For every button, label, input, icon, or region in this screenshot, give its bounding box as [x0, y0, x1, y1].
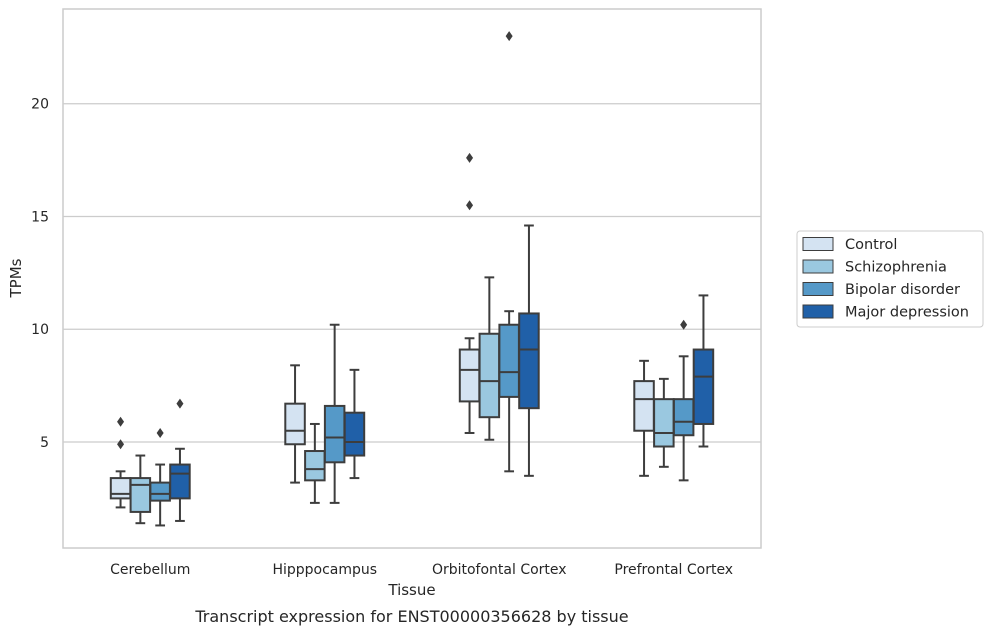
- box: [458, 348, 481, 403]
- chart-caption: Transcript expression for ENST0000035662…: [194, 607, 628, 626]
- box-group: [653, 377, 675, 468]
- box: [304, 450, 326, 482]
- box: [498, 323, 520, 398]
- x-tick-label: Hipppocampus: [272, 562, 377, 578]
- box: [633, 380, 655, 432]
- box-group: [692, 294, 715, 448]
- outlier-point: [117, 439, 125, 450]
- box: [109, 477, 132, 500]
- box-group: [304, 422, 326, 504]
- legend: Control Schizophrenia Bipolar disorder Majo…: [796, 230, 984, 328]
- box-group: [129, 454, 152, 525]
- legend-swatch: [802, 237, 834, 251]
- outlier-point: [156, 427, 164, 438]
- outlier-point: [117, 416, 125, 427]
- box-group: [498, 31, 520, 473]
- x-tick-label: Orbitofontal Cortex: [432, 562, 567, 578]
- y-tick-label: 15: [31, 209, 49, 225]
- x-tick-label: Cerebellum: [110, 562, 190, 578]
- legend-swatch: [802, 304, 834, 319]
- legend-label: Control: [845, 237, 897, 253]
- box: [653, 398, 675, 448]
- legend-label: Bipolar disorder: [845, 282, 960, 298]
- outlier-point: [466, 152, 474, 163]
- box-group: [518, 224, 540, 477]
- box: [692, 348, 715, 425]
- x-axis-label: Tissue: [387, 581, 435, 599]
- plot-frame: [62, 8, 762, 549]
- box: [284, 402, 306, 446]
- box-group: [284, 364, 306, 484]
- outlier-point: [505, 31, 513, 42]
- box-group: [169, 398, 191, 522]
- outlier-point: [176, 398, 184, 409]
- outlier-point: [466, 200, 474, 211]
- box: [129, 477, 152, 513]
- box-group: [323, 323, 346, 504]
- box-groups: [109, 31, 715, 527]
- y-tick-labels: 5 10 15 20: [31, 97, 49, 451]
- box: [149, 481, 171, 502]
- box-group: [109, 416, 132, 509]
- legend-swatch: [802, 282, 834, 296]
- box: [518, 312, 540, 410]
- box-group: [343, 368, 366, 480]
- x-tick-label: Prefrontal Cortex: [614, 562, 733, 578]
- box-group: [458, 152, 481, 434]
- outlier-point: [680, 319, 688, 330]
- box-group: [149, 427, 171, 527]
- box-group: [633, 359, 655, 477]
- legend-label: Schizophrenia: [845, 260, 947, 276]
- box: [169, 463, 191, 500]
- legend-label: Major depression: [845, 305, 969, 321]
- box: [672, 398, 695, 437]
- y-axis-label: TPMs: [7, 258, 25, 298]
- box: [343, 411, 366, 457]
- box-group: [478, 276, 501, 441]
- legend-frame: [796, 230, 984, 328]
- legend-swatch: [802, 259, 834, 274]
- y-tick-label: 10: [31, 322, 49, 338]
- box: [323, 404, 346, 464]
- y-tick-label: 20: [31, 97, 49, 113]
- y-tick-label: 5: [40, 435, 49, 451]
- box-group: [672, 319, 695, 482]
- gridlines: [63, 103, 761, 443]
- box: [478, 332, 501, 419]
- x-tick-labels: Cerebellum Hipppocampus Orbitofontal Corte…: [110, 562, 733, 578]
